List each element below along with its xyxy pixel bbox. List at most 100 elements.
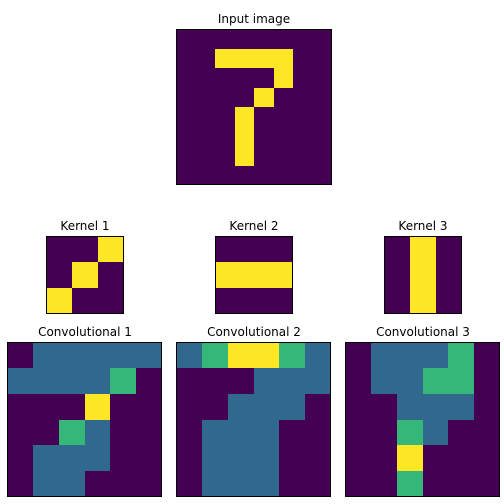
conv1-cell-r3-c5 (136, 420, 162, 445)
input-cell-r7-c0 (176, 166, 196, 185)
conv2-cell-r5-c2 (228, 471, 254, 497)
input-cell-r5-c4 (254, 127, 274, 146)
conv1-cell-r2-c2 (59, 394, 85, 420)
conv3-cell-r5-c4 (448, 471, 474, 497)
conv3-cell-r3-c4 (448, 420, 474, 445)
conv2-cell-r3-c3 (254, 420, 279, 445)
conv1-cell-r1-c2 (59, 368, 85, 394)
conv1-cell-r1-c0 (7, 368, 33, 394)
input-cell-r3-c1 (196, 88, 215, 107)
kernel3-cell-r2-c0 (384, 288, 410, 314)
conv3-cell-r1-c5 (474, 368, 500, 394)
input-cell-r1-c2 (215, 49, 235, 68)
conv3-cell-r0-c0 (345, 342, 371, 368)
conv1-cell-r4-c4 (110, 445, 136, 471)
input-cell-r7-c5 (274, 166, 293, 185)
input-cell-r2-c6 (293, 68, 313, 88)
input-cell-r2-c5 (274, 68, 293, 88)
input-cell-r3-c5 (274, 88, 293, 107)
conv2-cell-r5-c1 (202, 471, 228, 497)
conv3-cell-r2-c4 (448, 394, 474, 420)
kernel1-frame (46, 236, 124, 314)
conv1-cell-r4-c0 (7, 445, 33, 471)
conv3-cell-r1-c2 (397, 368, 423, 394)
conv2-cell-r1-c5 (305, 368, 331, 394)
input-cell-r1-c3 (235, 49, 254, 68)
input-image-grid (176, 29, 332, 185)
conv1-cell-r0-c2 (59, 342, 85, 368)
kernel1-cell-r0-c1 (72, 236, 98, 262)
kernel-1-title: Kernel 1 (60, 219, 109, 233)
input-cell-r4-c6 (293, 107, 313, 127)
conv2-cell-r3-c5 (305, 420, 331, 445)
conv3-frame (345, 342, 500, 497)
kernel3-frame (384, 236, 462, 314)
kernel-2-title: Kernel 2 (229, 219, 278, 233)
conv2-cell-r2-c0 (176, 394, 202, 420)
input-cell-r4-c3 (235, 107, 254, 127)
conv2-cell-r5-c5 (305, 471, 331, 497)
conv2-cell-r0-c5 (305, 342, 331, 368)
kernel1-cell-r2-c2 (98, 288, 124, 314)
conv1-cell-r0-c3 (85, 342, 110, 368)
input-cell-r6-c6 (293, 146, 313, 166)
input-cell-r2-c0 (176, 68, 196, 88)
input-cell-r6-c4 (254, 146, 274, 166)
input-cell-r3-c6 (293, 88, 313, 107)
input-cell-r0-c2 (215, 29, 235, 49)
conv2-cell-r4-c4 (279, 445, 305, 471)
input-cell-r6-c0 (176, 146, 196, 166)
conv1-cell-r2-c1 (33, 394, 59, 420)
kernel1-cell-r1-c1 (72, 262, 98, 288)
conv2-cell-r3-c4 (279, 420, 305, 445)
conv2-cell-r4-c1 (202, 445, 228, 471)
conv2-cell-r4-c2 (228, 445, 254, 471)
conv2-cell-r4-c0 (176, 445, 202, 471)
conv3-cell-r4-c1 (371, 445, 397, 471)
kernel3-cell-r0-c2 (436, 236, 462, 262)
conv3-cell-r0-c1 (371, 342, 397, 368)
conv3-cell-r5-c1 (371, 471, 397, 497)
conv3-cell-r5-c3 (423, 471, 448, 497)
input-cell-r4-c5 (274, 107, 293, 127)
kernel2-cell-r0-c1 (241, 236, 267, 262)
kernel-2-grid (215, 236, 293, 314)
conv1-cell-r2-c3 (85, 394, 110, 420)
conv1-cell-r5-c5 (136, 471, 162, 497)
conv2-cell-r0-c4 (279, 342, 305, 368)
conv2-cell-r0-c0 (176, 342, 202, 368)
input-cell-r3-c0 (176, 88, 196, 107)
input-cell-r2-c1 (196, 68, 215, 88)
conv3-cell-r1-c3 (423, 368, 448, 394)
input-cell-r0-c1 (196, 29, 215, 49)
conv1-cell-r1-c1 (33, 368, 59, 394)
input-cell-r2-c7 (313, 68, 332, 88)
conv3-cell-r3-c5 (474, 420, 500, 445)
kernel2-cell-r0-c0 (215, 236, 241, 262)
convolutional-1-grid (7, 342, 162, 497)
convolutional-2-grid (176, 342, 331, 497)
input-cell-r1-c1 (196, 49, 215, 68)
kernel2-cell-r1-c0 (215, 262, 241, 288)
conv1-cell-r5-c0 (7, 471, 33, 497)
conv3-cell-r0-c3 (423, 342, 448, 368)
input-cell-r3-c4 (254, 88, 274, 107)
input-cell-r4-c1 (196, 107, 215, 127)
input-cell-r4-c4 (254, 107, 274, 127)
conv3-cell-r1-c1 (371, 368, 397, 394)
convolutional-3-title: Convolutional 3 (376, 325, 470, 339)
conv2-cell-r4-c3 (254, 445, 279, 471)
conv2-cell-r2-c1 (202, 394, 228, 420)
input-cell-r3-c2 (215, 88, 235, 107)
conv1-cell-r2-c0 (7, 394, 33, 420)
input-cell-r7-c2 (215, 166, 235, 185)
kernel1-cell-r0-c2 (98, 236, 124, 262)
kernel1-cell-r2-c0 (46, 288, 72, 314)
input-cell-r6-c5 (274, 146, 293, 166)
conv3-cell-r2-c5 (474, 394, 500, 420)
input-cell-r0-c3 (235, 29, 254, 49)
kernel2-cell-r2-c0 (215, 288, 241, 314)
conv2-cell-r5-c4 (279, 471, 305, 497)
conv1-cell-r4-c5 (136, 445, 162, 471)
